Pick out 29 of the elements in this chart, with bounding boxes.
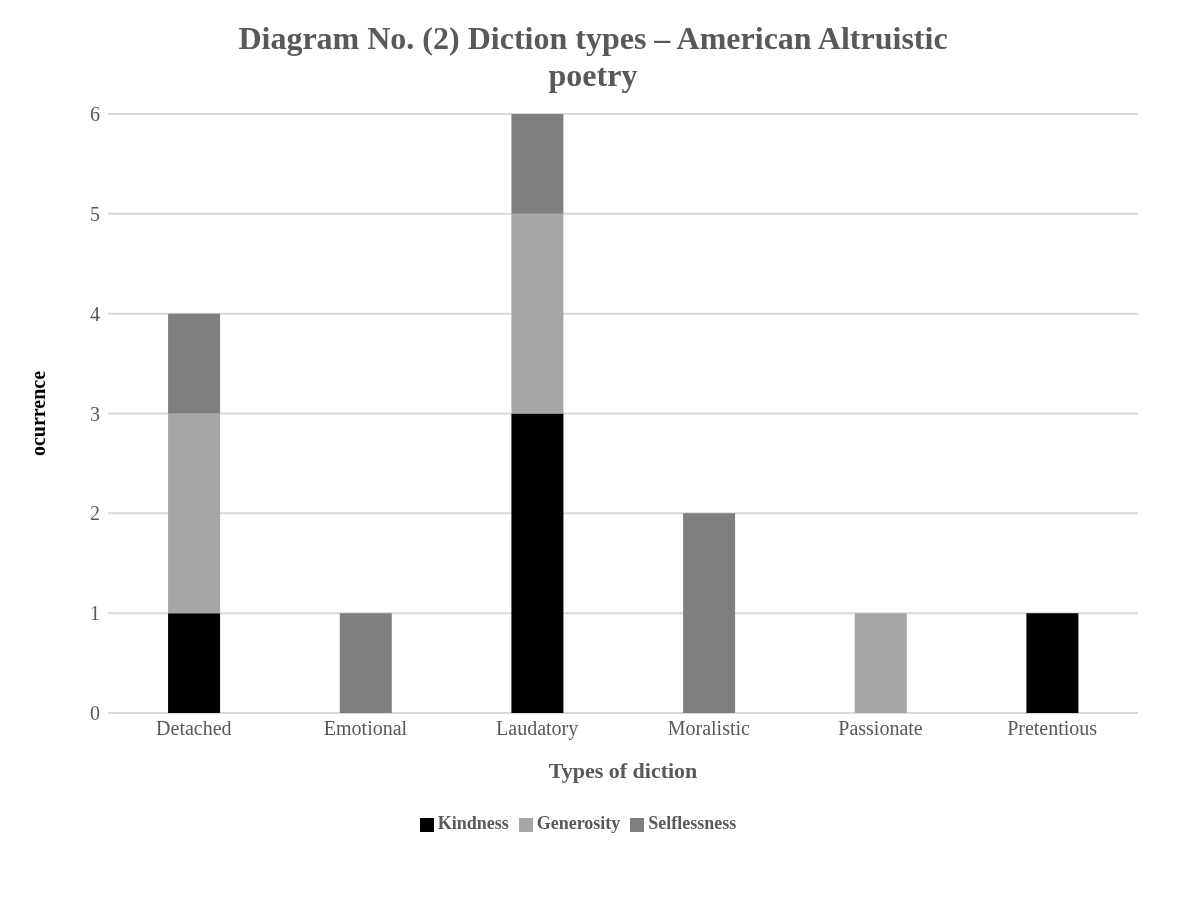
x-axis-title: Types of diction (548, 758, 698, 783)
x-tick-label: Moralistic (667, 717, 751, 740)
legend-label: Kindness (437, 813, 509, 833)
y-tick-label: 4 (90, 302, 100, 325)
bar (168, 413, 221, 614)
bar (511, 114, 564, 214)
legend-label: Selflessness (648, 813, 737, 833)
y-tick-label: 1 (90, 602, 100, 625)
x-tick-label: Pretentious (1007, 717, 1098, 740)
y-axis-title: ocurrence (27, 370, 50, 457)
y-tick-label: 2 (90, 502, 100, 525)
x-tick-label: Emotional (323, 717, 408, 740)
bar (511, 413, 564, 713)
x-tick-label: Passionate (838, 717, 923, 740)
y-tick-label: 6 (90, 103, 100, 126)
bar (168, 313, 221, 414)
bar (511, 213, 564, 414)
y-tick-label: 3 (90, 402, 100, 425)
chart-title: Diagram No. (2) Diction types – American Altruistic poetry (237, 20, 949, 94)
x-tick-label: Laudatory (496, 717, 579, 741)
legend-label: Generosity (536, 813, 621, 833)
bar (683, 513, 736, 713)
bar (168, 613, 221, 713)
x-tick-label: Detached (156, 717, 232, 740)
y-tick-label: 0 (90, 702, 100, 725)
y-tick-label: 5 (90, 202, 100, 225)
bar (339, 613, 392, 713)
bar (1026, 613, 1079, 713)
bar (854, 613, 907, 713)
